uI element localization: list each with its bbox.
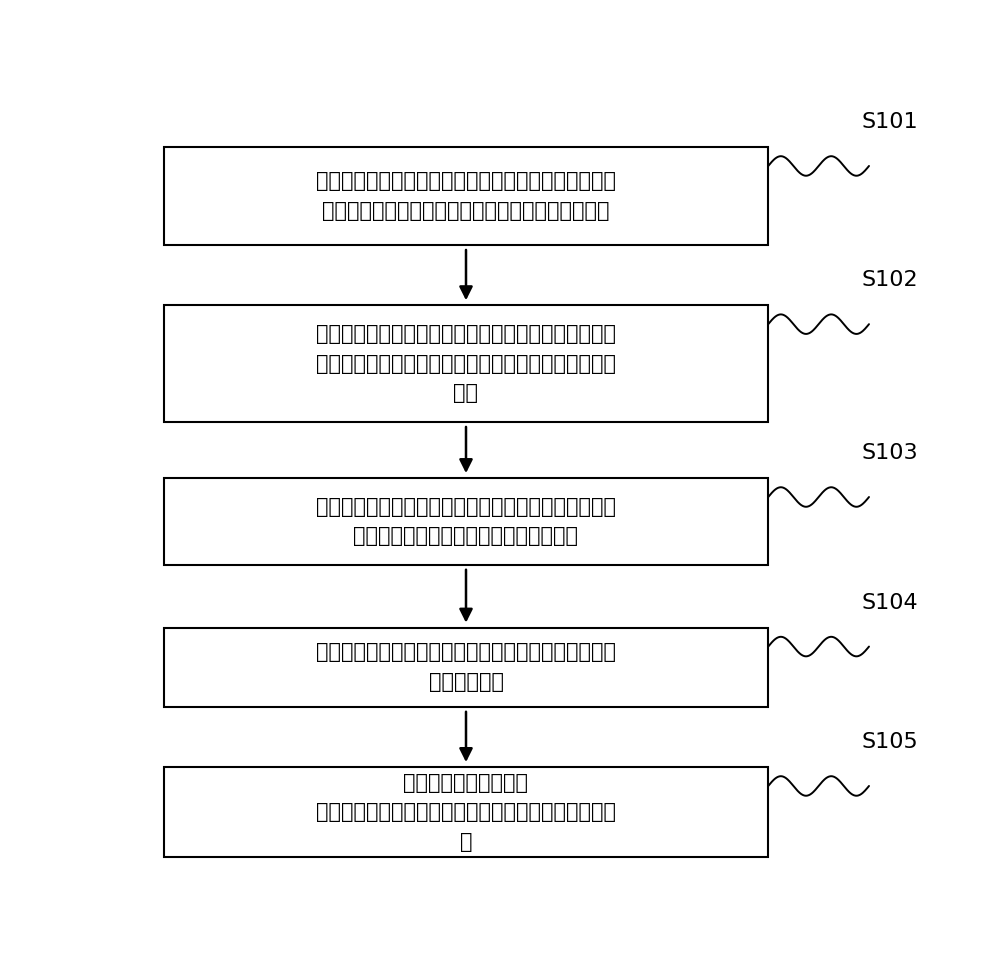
Text: 获取第一对应关系中振动幅度超过预设振动幅度的多个
波峰对应的多个振动频率，记为特征频率: 获取第一对应关系中振动幅度超过预设振动幅度的多个 波峰对应的多个振动频率，记为特… (316, 497, 616, 547)
Text: 根据固有特征频率和／
或固有特征频率对应的振动幅度来判断是否发出预警提
示: 根据固有特征频率和／ 或固有特征频率对应的振动幅度来判断是否发出预警提 示 (316, 773, 616, 852)
Bar (164, 305, 768, 422)
Text: 根据多个特征频率随时间的变化关系，获取腔室本体的
固有特征频率: 根据多个特征频率随时间的变化关系，获取腔室本体的 固有特征频率 (316, 642, 616, 692)
Text: S101: S101 (861, 112, 918, 132)
Bar (164, 147, 768, 245)
Text: 通过傅里叶变换方法结合振动数据获取第一对应关系，
第一对应关系为腔室本体的振动幅度和振动频率的对应
关系: 通过傅里叶变换方法结合振动数据获取第一对应关系， 第一对应关系为腔室本体的振动幅… (316, 324, 616, 403)
Text: S105: S105 (861, 732, 918, 752)
Bar (164, 767, 768, 857)
Text: S103: S103 (861, 443, 918, 464)
Bar (164, 478, 768, 565)
Text: S102: S102 (861, 270, 918, 290)
Text: S104: S104 (861, 592, 918, 613)
Bar (164, 628, 768, 707)
Text: 实时获取腔室本体的振动数据，振动数据包括腔室振动
位移、腔室振动速度或腔室振动加速度中的其中一种: 实时获取腔室本体的振动数据，振动数据包括腔室振动 位移、腔室振动速度或腔室振动加… (316, 171, 616, 221)
